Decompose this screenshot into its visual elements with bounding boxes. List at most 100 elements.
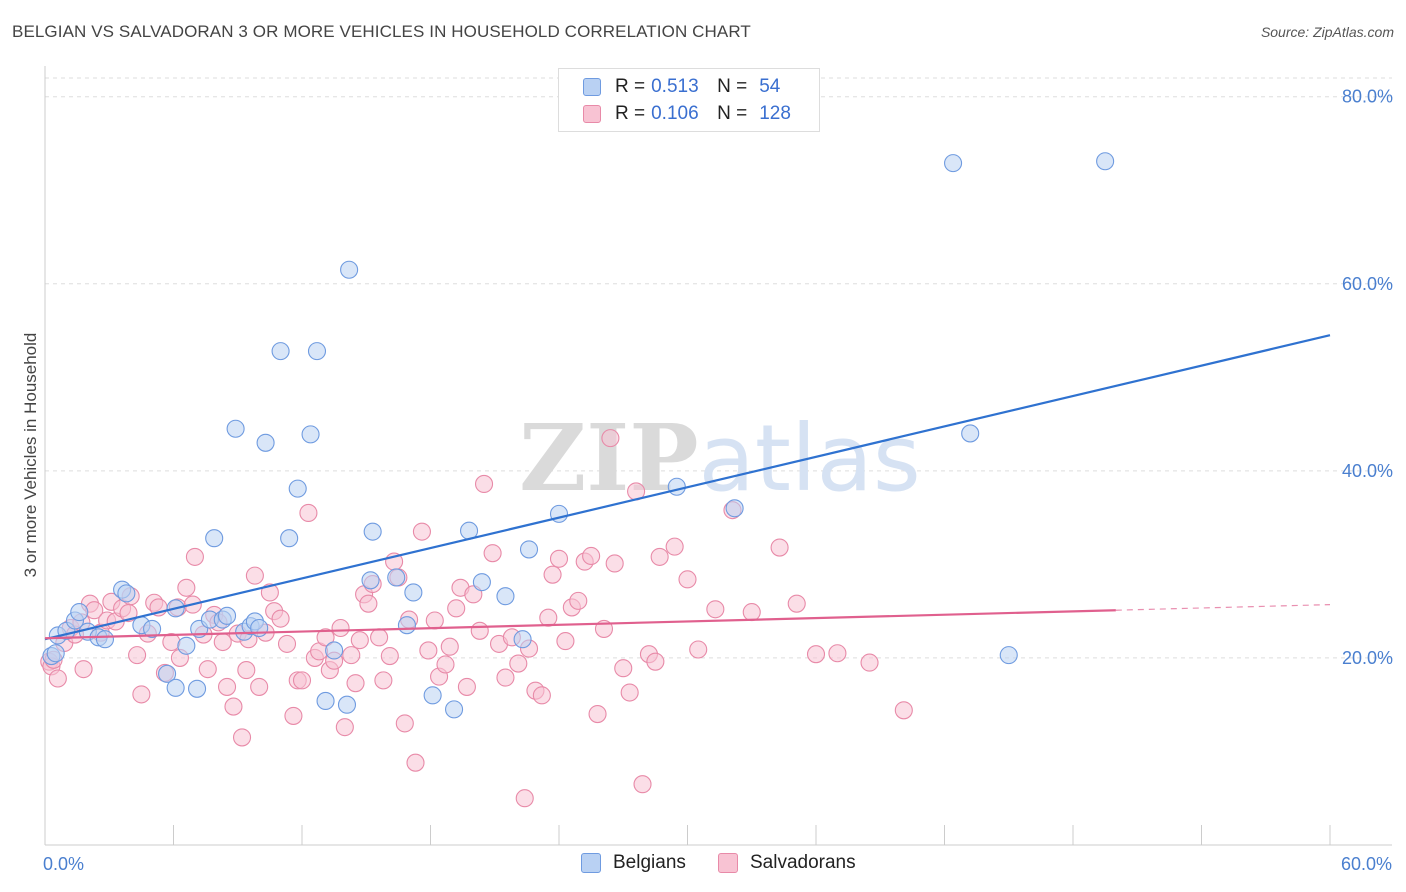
belgian-point	[205, 529, 224, 548]
legend-r-label: R =	[615, 103, 646, 124]
belgian-point	[519, 540, 539, 559]
belgian-point	[496, 587, 515, 606]
y-tick-label: 80.0%	[1342, 87, 1393, 107]
salvadoran-point	[532, 686, 551, 705]
salvadoran-point	[198, 660, 217, 679]
salvadoran-point	[605, 554, 624, 573]
belgian-point	[117, 584, 136, 603]
salvadoran-point	[650, 547, 669, 566]
legend-n-value: 128	[759, 103, 791, 124]
series-legend-belgians: Belgians	[581, 852, 686, 874]
salvadoran-point	[569, 591, 588, 610]
salvadoran-point	[539, 608, 558, 627]
salvadoran-point	[549, 549, 569, 568]
salvadoran-point	[232, 728, 252, 747]
salvadoran-point	[588, 704, 607, 724]
salvadoran-point	[646, 652, 665, 671]
legend-r-label: R =	[615, 76, 646, 97]
salvadoran-point	[277, 634, 297, 653]
salvadoran-point	[828, 644, 847, 663]
belgian-point	[340, 260, 359, 279]
salvadoran-point	[271, 609, 290, 628]
legend-swatch-salvadorans	[583, 105, 601, 123]
belgian-point	[387, 568, 406, 587]
x-tick-label: 60.0%	[1341, 854, 1392, 874]
belgian-point	[944, 154, 963, 173]
salvadoran-point	[543, 565, 562, 584]
belgian-point	[316, 691, 335, 711]
salvadoran-point	[509, 654, 528, 673]
salvadoran-point	[224, 697, 243, 716]
belgian-point	[404, 583, 423, 602]
legend-swatch-belgians	[583, 78, 601, 96]
series-legend: Belgians Salvadorans	[0, 852, 1406, 878]
series-swatch-belgians	[581, 853, 601, 873]
salvadoran-point	[132, 685, 151, 704]
belgian-point	[46, 644, 65, 663]
y-axis-label: 3 or more Vehicles in Household	[21, 333, 40, 578]
watermark: ZIPatlas	[519, 404, 921, 512]
salvadoran-point	[395, 714, 414, 733]
legend-row-salvadorans: R = 0.106 N = 128	[583, 102, 791, 126]
source-label: Source: ZipAtlas.com	[1260, 24, 1394, 40]
salvadoran-point	[860, 653, 879, 672]
salvadoran-point	[331, 618, 350, 638]
belgian-point	[307, 342, 327, 361]
salvadoran-point	[250, 677, 269, 696]
salvadoran-point	[474, 474, 494, 493]
watermark-zip: ZIP	[519, 404, 698, 512]
salvadoran-point	[316, 628, 335, 647]
legend-n-label: N =	[717, 76, 748, 97]
salvadoran-point	[440, 637, 459, 656]
salvadoran-point	[350, 631, 369, 650]
salvadoran-point	[436, 655, 455, 674]
trend-layer	[44, 334, 1331, 641]
salvadoran-point	[245, 566, 264, 585]
salvadoran-point	[614, 659, 633, 678]
salvadoran-point	[425, 611, 444, 630]
salvadorans-trend-extension	[1115, 604, 1331, 611]
salvadoran-point	[689, 640, 708, 659]
salvadoran-point	[346, 674, 365, 693]
salvadoran-point	[370, 628, 389, 647]
chart-title: BELGIAN VS SALVADORAN 3 OR MORE VEHICLES…	[12, 22, 751, 41]
salvadoran-point	[457, 677, 476, 696]
salvadoran-point	[470, 621, 489, 640]
belgian-point	[158, 664, 177, 683]
belgian-point	[363, 522, 382, 541]
salvadoran-point	[742, 603, 761, 622]
belgian-point	[166, 678, 185, 697]
belgian-point	[1096, 152, 1115, 171]
belgian-point	[445, 700, 464, 719]
y-tick-label: 60.0%	[1342, 274, 1393, 294]
belgian-point	[95, 630, 115, 649]
y-tick-label: 20.0%	[1342, 648, 1393, 668]
belgian-point	[288, 479, 307, 498]
belgian-point	[301, 425, 320, 444]
belgian-point	[513, 630, 532, 649]
belgian-point	[188, 679, 207, 698]
salvadoran-point	[620, 683, 639, 702]
salvadoran-point	[447, 599, 466, 618]
salvadoran-point	[806, 645, 826, 664]
belgian-point	[667, 477, 686, 496]
salvadoran-point	[633, 775, 652, 794]
salvadoran-point	[770, 538, 789, 557]
axes-layer: 20.0% 40.0% 60.0% 80.0% 0.0% 60.0%	[43, 66, 1393, 874]
series-swatch-salvadorans	[718, 853, 738, 873]
salvadoran-point	[299, 503, 318, 522]
salvadoran-point	[419, 641, 438, 660]
series-label-salvadorans: Salvadorans	[750, 852, 856, 873]
belgian-point	[397, 616, 416, 635]
salvadoran-point	[185, 547, 204, 566]
salvadoran-point	[380, 647, 399, 666]
x-tick-label: 0.0%	[43, 854, 84, 874]
belgian-point	[217, 606, 237, 625]
belgian-point	[361, 571, 380, 590]
salvadoran-point	[237, 661, 256, 680]
belgian-point	[271, 342, 290, 361]
y-tick-label: 40.0%	[1342, 461, 1393, 481]
salvadoran-point	[374, 671, 393, 690]
salvadoran-point	[582, 546, 601, 566]
salvadoran-point	[213, 632, 232, 652]
